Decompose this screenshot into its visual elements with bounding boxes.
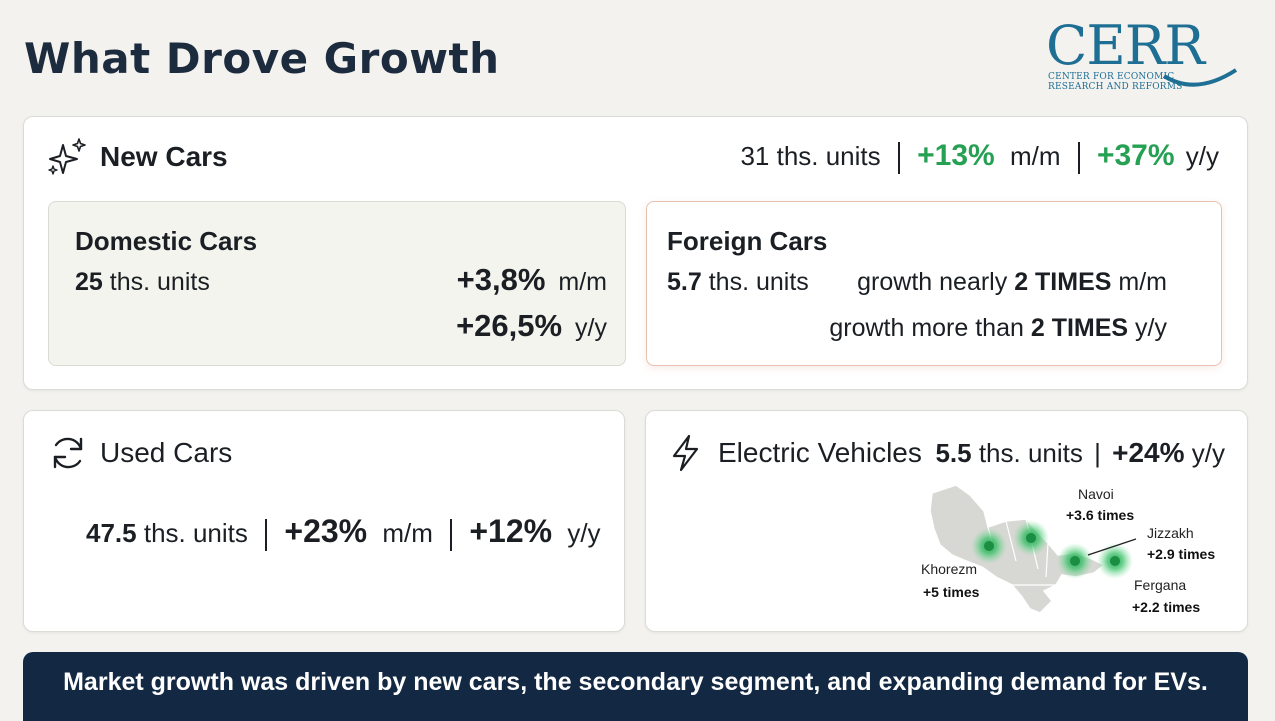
new-cars-header: New Cars bbox=[48, 137, 228, 177]
ev-yy-label: y/y bbox=[1191, 438, 1225, 468]
navoi-marker bbox=[1013, 520, 1049, 556]
domestic-yy-value: +26,5% bbox=[456, 308, 563, 343]
region-jizzakh-name: Jizzakh bbox=[1147, 525, 1194, 541]
ev-label: Electric Vehicles bbox=[718, 437, 922, 468]
summary-text: Market growth was driven by new cars, th… bbox=[63, 668, 1208, 696]
region-khorezm-name: Khorezm bbox=[921, 561, 978, 577]
foreign-units-word: ths. units bbox=[708, 268, 809, 296]
region-khorezm-value: +5 times bbox=[923, 584, 980, 600]
foreign-cars-panel: Foreign Cars 5.7 ths. units growth nearl… bbox=[646, 201, 1222, 366]
used-yy-label: y/y bbox=[567, 518, 601, 548]
region-fergana-name: Fergana bbox=[1134, 577, 1187, 593]
foreign-mm-suffix: m/m bbox=[1118, 268, 1167, 296]
page-title: What Drove Growth bbox=[24, 34, 500, 83]
used-cars-card: Used Cars 47.5 ths. units +23% m/m +12% … bbox=[23, 410, 625, 632]
region-jizzakh-value: +2.9 times bbox=[1147, 546, 1216, 562]
summary-banner: Market growth was driven by new cars, th… bbox=[23, 652, 1248, 721]
new-cars-label: New Cars bbox=[100, 141, 228, 172]
ev-card: Electric Vehicles 5.5 ths. units | +24% … bbox=[645, 410, 1248, 632]
domestic-cars-panel: Domestic Cars 25 ths. units +3,8% m/m +2… bbox=[48, 201, 626, 366]
domestic-units-num: 25 bbox=[75, 268, 103, 296]
foreign-yy-bold: 2 TIMES bbox=[1030, 314, 1129, 342]
new-cars-mm-value: +13% bbox=[917, 139, 995, 172]
region-navoi-value: +3.6 times bbox=[1066, 507, 1135, 523]
foreign-yy-line: growth more than 2 TIMES y/y bbox=[829, 314, 1167, 343]
region-navoi-name: Navoi bbox=[1078, 486, 1114, 502]
refresh-icon bbox=[53, 437, 83, 469]
foreign-cars-units: 5.7 ths. units bbox=[667, 268, 809, 297]
jizzakh-leader-line bbox=[1087, 538, 1137, 556]
domestic-units-word: ths. units bbox=[109, 268, 210, 296]
new-cars-card: New Cars 31 ths. units +13% m/m +37% y/y… bbox=[23, 116, 1248, 390]
ev-stats: 5.5 ths. units | +24% y/y bbox=[935, 437, 1225, 469]
ev-units-num: 5.5 bbox=[935, 438, 972, 468]
used-units-num: 47.5 bbox=[86, 518, 137, 548]
jizzakh-marker bbox=[1057, 543, 1093, 579]
new-cars-units-word: ths. units bbox=[776, 141, 881, 171]
new-cars-yy-label: y/y bbox=[1185, 141, 1219, 171]
region-fergana-value: +2.2 times bbox=[1132, 599, 1201, 615]
domestic-yy: +26,5% y/y bbox=[456, 308, 607, 344]
logo-subtitle-line2: RESEARCH AND REFORMS bbox=[1048, 82, 1183, 92]
divider: | bbox=[1094, 438, 1101, 468]
domestic-cars-label: Domestic Cars bbox=[75, 226, 258, 256]
ev-header: Electric Vehicles bbox=[666, 433, 922, 473]
foreign-mm-line: growth nearly 2 TIMES m/m bbox=[857, 268, 1167, 297]
domestic-mm: +3,8% m/m bbox=[457, 262, 607, 298]
used-mm-value: +23% bbox=[284, 513, 368, 549]
domestic-mm-label: m/m bbox=[558, 268, 607, 296]
foreign-yy-suffix: y/y bbox=[1135, 314, 1167, 342]
foreign-mm-bold: 2 TIMES bbox=[1014, 268, 1112, 296]
foreign-units-num: 5.7 bbox=[667, 268, 702, 296]
used-yy-value: +12% bbox=[469, 513, 553, 549]
domestic-yy-label: y/y bbox=[575, 314, 607, 342]
divider bbox=[265, 519, 268, 552]
lightning-icon bbox=[672, 434, 699, 472]
new-cars-mm-label: m/m bbox=[1009, 141, 1061, 171]
logo-swoosh-icon bbox=[1162, 68, 1238, 87]
foreign-yy-prefix: growth more than bbox=[829, 314, 1024, 342]
used-cars-header: Used Cars bbox=[48, 433, 232, 473]
domestic-mm-value: +3,8% bbox=[456, 262, 546, 297]
used-units-word: ths. units bbox=[143, 518, 248, 548]
used-cars-stats: 47.5 ths. units +23% m/m +12% y/y bbox=[86, 513, 601, 552]
domestic-cars-units: 25 ths. units bbox=[75, 268, 210, 297]
used-mm-label: m/m bbox=[382, 518, 433, 548]
fergana-marker bbox=[1097, 543, 1133, 579]
logo-subtitle: CENTER FOR ECONOMIC RESEARCH AND REFORMS bbox=[1048, 72, 1183, 92]
khorezm-marker bbox=[971, 528, 1007, 564]
divider bbox=[450, 519, 453, 552]
ev-yy-value: +24% bbox=[1112, 437, 1185, 468]
sparkles-icon bbox=[48, 138, 86, 175]
logo-wordmark: CERR bbox=[1046, 14, 1205, 77]
new-cars-units-num: 31 bbox=[740, 141, 770, 171]
cerr-logo: CERR CENTER FOR ECONOMIC RESEARCH AND RE… bbox=[1046, 14, 1246, 94]
foreign-cars-label: Foreign Cars bbox=[667, 226, 828, 256]
logo-subtitle-line1: CENTER FOR ECONOMIC bbox=[1048, 72, 1175, 82]
divider bbox=[1077, 142, 1080, 175]
used-cars-label: Used Cars bbox=[100, 437, 233, 468]
divider bbox=[897, 142, 900, 175]
new-cars-stats: 31 ths. units +13% m/m +37% y/y bbox=[740, 139, 1219, 175]
foreign-mm-prefix: growth nearly bbox=[857, 268, 1008, 296]
ev-units-word: ths. units bbox=[978, 438, 1083, 468]
new-cars-yy-value: +37% bbox=[1096, 139, 1175, 172]
